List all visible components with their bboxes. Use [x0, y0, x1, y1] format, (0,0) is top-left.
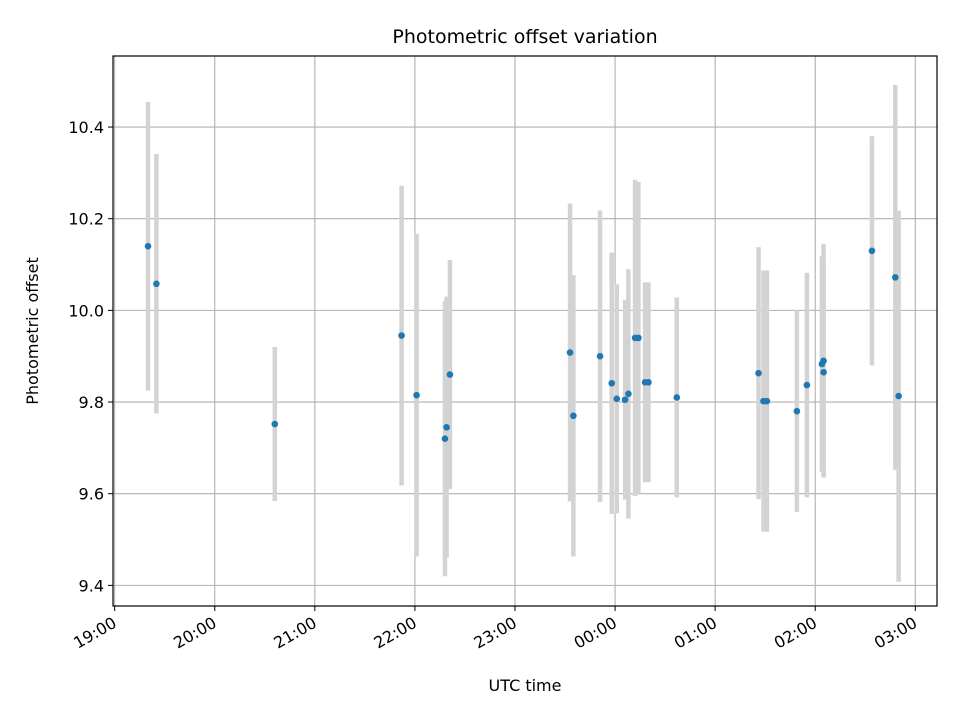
data-point: [566, 349, 574, 356]
data-point: [820, 368, 827, 376]
chart-title: Photometric offset variation: [392, 26, 657, 48]
data-point: [153, 280, 160, 288]
data-point: [763, 397, 771, 405]
y-axis-label: Photometric offset: [23, 257, 42, 405]
y-tick-label: 10.0: [68, 301, 104, 320]
plot-frame: [112, 55, 938, 607]
y-axis: 9.4 9.6 9.8 10.0 10.2 10.4: [68, 118, 113, 595]
y-tick-label: 10.2: [68, 210, 104, 229]
data-point: [635, 334, 642, 342]
y-tick-label: 9.6: [79, 485, 104, 504]
data-point: [446, 371, 454, 378]
y-tick-label: 10.4: [68, 118, 104, 137]
data-point: [673, 394, 681, 401]
data-point: [803, 381, 811, 389]
data-point: [625, 390, 632, 398]
grid: [113, 56, 937, 606]
data-point: [621, 396, 629, 404]
data-point: [570, 412, 577, 420]
data-point: [891, 274, 899, 281]
data-point: [820, 357, 827, 365]
data-point: [755, 369, 762, 377]
data-point: [271, 420, 279, 428]
data-point: [793, 407, 801, 415]
data-point: [868, 247, 876, 255]
y-tick-label: 9.4: [79, 576, 104, 595]
data-point: [443, 423, 450, 431]
data-point: [895, 392, 902, 400]
y-tick-label: 9.8: [79, 393, 104, 412]
x-axis-label: UTC time: [489, 676, 562, 695]
data-points: [144, 242, 902, 443]
data-point: [441, 435, 449, 443]
data-point: [398, 332, 405, 339]
data-point: [608, 379, 616, 387]
data-point: [413, 391, 420, 399]
data-point: [596, 352, 604, 360]
data-point: [613, 395, 621, 403]
data-point: [144, 242, 152, 250]
data-point: [645, 379, 652, 386]
